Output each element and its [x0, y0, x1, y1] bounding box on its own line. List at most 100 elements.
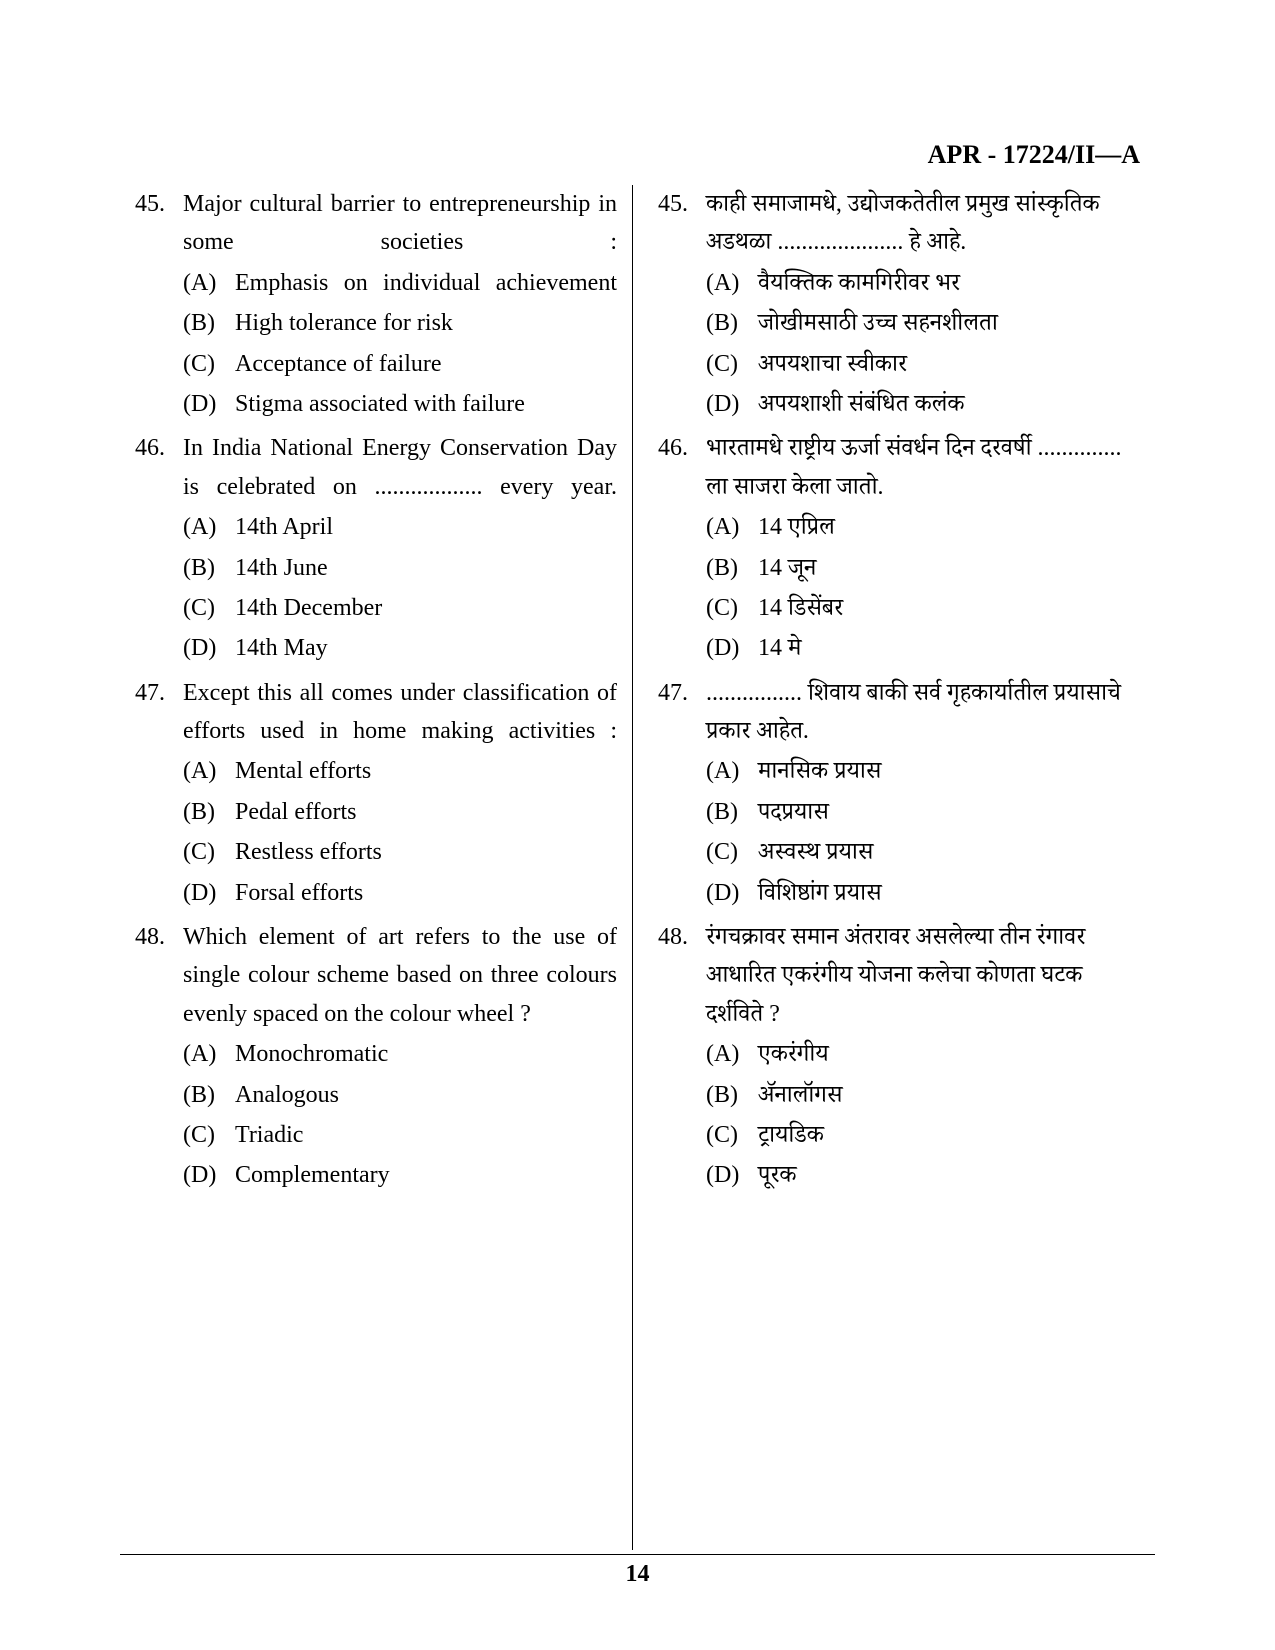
option-text: ॲनालॉगस — [758, 1076, 1140, 1114]
option-label: (B) — [183, 304, 235, 342]
option-text: Mental efforts — [235, 752, 617, 790]
question-45-mr: 45. काही समाजामधे, उद्योजकतेतील प्रमुख स… — [658, 185, 1140, 425]
option-text: 14 एप्रिल — [758, 508, 1140, 546]
question-body: काही समाजामधे, उद्योजकतेतील प्रमुख सांस्… — [706, 185, 1140, 425]
question-number: 45. — [658, 185, 706, 425]
question-number: 46. — [135, 429, 183, 669]
option-label: (D) — [183, 1156, 235, 1194]
question-45-en: 45. Major cultural barrier to entreprene… — [135, 185, 617, 425]
question-text: काही समाजामधे, उद्योजकतेतील प्रमुख सांस्… — [706, 185, 1140, 262]
option-label: (A) — [706, 752, 758, 790]
option-b: (B)High tolerance for risk — [183, 304, 617, 342]
option-d: (D)Forsal efforts — [183, 874, 617, 912]
option-label: (D) — [706, 1156, 758, 1194]
option-d: (D)पूरक — [706, 1156, 1140, 1194]
option-text: विशिष्ठांग प्रयास — [758, 874, 1140, 912]
option-label: (D) — [706, 629, 758, 667]
option-b: (B)14th June — [183, 549, 617, 587]
question-47-en: 47. Except this all comes under classifi… — [135, 674, 617, 914]
option-text: 14th June — [235, 549, 617, 587]
option-text: Emphasis on individual achievement — [235, 264, 617, 302]
options-list: (A)Emphasis on individual achievement (B… — [183, 264, 617, 424]
question-48-en: 48. Which element of art refers to the u… — [135, 918, 617, 1197]
option-label: (A) — [183, 752, 235, 790]
left-column-english: 45. Major cultural barrier to entreprene… — [120, 185, 633, 1550]
option-label: (C) — [183, 833, 235, 871]
option-b: (B)14 जून — [706, 549, 1140, 587]
question-47-mr: 47. ................ शिवाय बाकी सर्व गृह… — [658, 674, 1140, 914]
option-text: Complementary — [235, 1156, 617, 1194]
option-label: (C) — [706, 833, 758, 871]
option-d: (D)अपयशाशी संबंधित कलंक — [706, 385, 1140, 423]
option-text: Forsal efforts — [235, 874, 617, 912]
option-text: Analogous — [235, 1076, 617, 1114]
option-a: (A)Emphasis on individual achievement — [183, 264, 617, 302]
option-label: (D) — [183, 629, 235, 667]
question-number: 47. — [658, 674, 706, 914]
option-label: (B) — [183, 793, 235, 831]
option-label: (D) — [183, 385, 235, 423]
option-a: (A)Monochromatic — [183, 1035, 617, 1073]
option-text: Restless efforts — [235, 833, 617, 871]
question-number: 45. — [135, 185, 183, 425]
option-d: (D)14 मे — [706, 629, 1140, 667]
option-text: पूरक — [758, 1156, 1140, 1194]
option-text: पदप्रयास — [758, 793, 1140, 831]
option-label: (A) — [706, 264, 758, 302]
option-d: (D)14th May — [183, 629, 617, 667]
option-d: (D)विशिष्ठांग प्रयास — [706, 874, 1140, 912]
option-text: Stigma associated with failure — [235, 385, 617, 423]
question-text: Except this all comes under classificati… — [183, 674, 617, 751]
question-text: ................ शिवाय बाकी सर्व गृहकार्… — [706, 674, 1140, 751]
option-label: (A) — [706, 508, 758, 546]
options-list: (A)14 एप्रिल (B)14 जून (C)14 डिसेंबर (D)… — [706, 508, 1140, 668]
question-body: In India National Energy Conservation Da… — [183, 429, 617, 669]
question-body: ................ शिवाय बाकी सर्व गृहकार्… — [706, 674, 1140, 914]
question-text: In India National Energy Conservation Da… — [183, 429, 617, 506]
option-d: (D)Stigma associated with failure — [183, 385, 617, 423]
option-c: (C)Acceptance of failure — [183, 345, 617, 383]
option-label: (B) — [706, 549, 758, 587]
content-area: 45. Major cultural barrier to entreprene… — [120, 185, 1155, 1550]
question-body: रंगचक्रावर समान अंतरावर असलेल्या तीन रंग… — [706, 918, 1140, 1197]
question-body: Which element of art refers to the use o… — [183, 918, 617, 1197]
option-text: वैयक्तिक कामगिरीवर भर — [758, 264, 1140, 302]
option-text: 14 मे — [758, 629, 1140, 667]
option-label: (B) — [706, 1076, 758, 1114]
option-text: ट्रायडिक — [758, 1116, 1140, 1154]
paper-code: APR - 17224/II—A — [928, 140, 1140, 170]
exam-page: APR - 17224/II—A 45. Major cultural barr… — [0, 0, 1275, 1650]
question-number: 47. — [135, 674, 183, 914]
option-b: (B)Pedal efforts — [183, 793, 617, 831]
option-label: (A) — [183, 264, 235, 302]
option-label: (D) — [706, 874, 758, 912]
option-label: (D) — [183, 874, 235, 912]
option-a: (A)वैयक्तिक कामगिरीवर भर — [706, 264, 1140, 302]
options-list: (A)एकरंगीय (B)ॲनालॉगस (C)ट्रायडिक (D)पूर… — [706, 1035, 1140, 1195]
option-text: Acceptance of failure — [235, 345, 617, 383]
option-text: Pedal efforts — [235, 793, 617, 831]
option-text: अपयशाशी संबंधित कलंक — [758, 385, 1140, 423]
option-label: (C) — [706, 589, 758, 627]
options-list: (A)14th April (B)14th June (C)14th Decem… — [183, 508, 617, 668]
option-a: (A)14 एप्रिल — [706, 508, 1140, 546]
options-list: (A)Monochromatic (B)Analogous (C)Triadic… — [183, 1035, 617, 1195]
question-46-mr: 46. भारतामधे राष्ट्रीय ऊर्जा संवर्धन दिन… — [658, 429, 1140, 669]
option-c: (C)अस्वस्थ प्रयास — [706, 833, 1140, 871]
question-text: Major cultural barrier to entrepreneursh… — [183, 185, 617, 262]
question-48-mr: 48. रंगचक्रावर समान अंतरावर असलेल्या तीन… — [658, 918, 1140, 1197]
options-list: (A)मानसिक प्रयास (B)पदप्रयास (C)अस्वस्थ … — [706, 752, 1140, 912]
option-text: अस्वस्थ प्रयास — [758, 833, 1140, 871]
question-body: भारतामधे राष्ट्रीय ऊर्जा संवर्धन दिन दरव… — [706, 429, 1140, 669]
option-text: 14 डिसेंबर — [758, 589, 1140, 627]
option-label: (B) — [706, 304, 758, 342]
option-c: (C)14 डिसेंबर — [706, 589, 1140, 627]
option-d: (D)Complementary — [183, 1156, 617, 1194]
question-number: 48. — [658, 918, 706, 1197]
option-text: High tolerance for risk — [235, 304, 617, 342]
option-label: (A) — [706, 1035, 758, 1073]
option-label: (B) — [706, 793, 758, 831]
option-b: (B)जोखीमसाठी उच्च सहनशीलता — [706, 304, 1140, 342]
question-46-en: 46. In India National Energy Conservatio… — [135, 429, 617, 669]
question-body: Except this all comes under classificati… — [183, 674, 617, 914]
